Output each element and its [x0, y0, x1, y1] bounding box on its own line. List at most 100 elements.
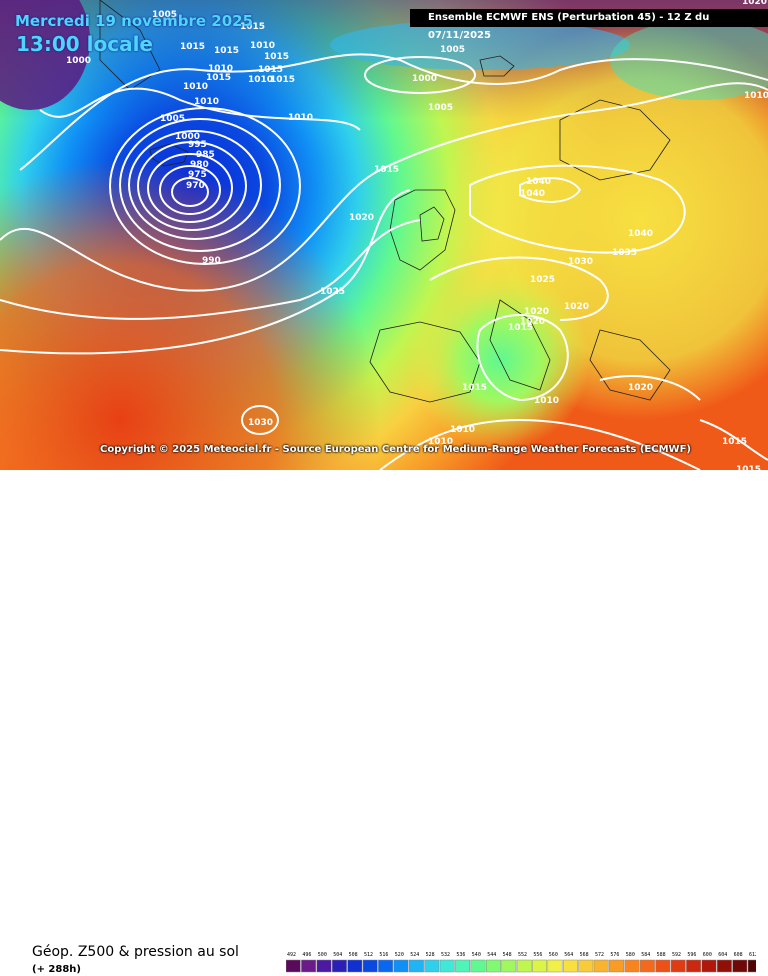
isobar-label: 1030	[568, 257, 593, 267]
isobar-label: 1015	[374, 165, 399, 175]
legend-value-label: 612	[749, 952, 756, 958]
isobar-label: 1015	[462, 383, 487, 393]
legend-color-swatch	[686, 959, 702, 973]
isobar-label: 1015	[736, 465, 761, 470]
isobar-label: 995	[188, 140, 207, 150]
legend-color-swatch	[378, 959, 394, 973]
run-info-banner: Ensemble ECMWF ENS (Perturbation 45) - 1…	[410, 9, 768, 41]
isobar-label: 1000	[66, 56, 91, 66]
legend-color-swatch	[393, 959, 409, 973]
legend-value-label: 500	[318, 952, 327, 958]
legend-color-swatch	[547, 959, 563, 973]
legend-value-label: 572	[595, 952, 604, 958]
isobar-label: 1040	[520, 189, 545, 199]
isobar-label: 1010	[288, 113, 313, 123]
legend-value-label: 508	[349, 952, 358, 958]
legend-color-swatch	[362, 959, 378, 973]
isobar-label: 1020	[564, 302, 589, 312]
legend-value-label: 492	[287, 952, 296, 958]
legend-value-label: 560	[549, 952, 558, 958]
legend-value-label: 524	[410, 952, 419, 958]
legend-value-label: 600	[703, 952, 712, 958]
isobar-label: 1010	[250, 41, 275, 51]
isobar-label: 1010	[450, 425, 475, 435]
isobar-label: 1040	[628, 229, 653, 239]
legend-value-label: 588	[657, 952, 666, 958]
legend-value-label: 496	[302, 952, 311, 958]
legend-value-label: 516	[379, 952, 388, 958]
isobar-label: 1015	[180, 42, 205, 52]
isobar-label: 975	[188, 170, 207, 180]
isobar-label: 1015	[264, 52, 289, 62]
legend-color-swatch	[347, 959, 363, 973]
isobar-label: 990	[202, 256, 221, 266]
isobar-label: 1005	[428, 103, 453, 113]
legend-color-swatch	[747, 959, 756, 973]
legend-color-swatch	[501, 959, 517, 973]
legend-value-label: 540	[472, 952, 481, 958]
legend-color-swatch	[624, 959, 640, 973]
legend-value-label: 504	[333, 952, 342, 958]
isobar-label: 985	[196, 150, 215, 160]
isobar-label: 1020	[742, 0, 767, 7]
isobar-label: 1000	[175, 132, 200, 142]
isobar-label: 1005	[152, 10, 177, 20]
map-footer: Géop. Z500 & pression au sol (+ 288h) 49…	[0, 470, 768, 975]
legend-color-swatch	[701, 959, 717, 973]
isobar-label: 1015	[258, 65, 283, 75]
isobar-label: 1005	[160, 114, 185, 124]
isobar-label: 1015	[722, 437, 747, 447]
legend-value-label: 580	[626, 952, 635, 958]
legend-value-label: 536	[456, 952, 465, 958]
coastlines	[99, 0, 671, 403]
legend-color-swatch	[593, 959, 609, 973]
legend-color-swatch	[562, 959, 578, 973]
legend-value-label: 596	[687, 952, 696, 958]
isobar-label: 1005	[440, 45, 465, 55]
isobar-label: 970	[186, 181, 205, 191]
field-title: Géop. Z500 & pression au sol	[32, 944, 239, 960]
legend-value-label: 548	[503, 952, 512, 958]
forecast-date: Mercredi 19 novembre 2025	[15, 12, 254, 30]
legend-color-swatch	[470, 959, 486, 973]
isobar-label: 1020	[628, 383, 653, 393]
isobar-label: 1015	[214, 46, 239, 56]
legend-value-label: 528	[426, 952, 435, 958]
isobar-label: 1035	[612, 248, 637, 258]
legend-value-label: 584	[641, 952, 650, 958]
isobar-lines	[0, 9, 768, 470]
isobar-label: 1020	[524, 307, 549, 317]
legend-color-swatch	[532, 959, 548, 973]
isobar-label: 1000	[412, 74, 437, 84]
isobar-label: 1010	[534, 396, 559, 406]
isobar-label: 1020	[520, 317, 545, 327]
isobar-label: 1010	[744, 91, 768, 101]
map-canvas: 1005 1015 1000 1015 1015 1010 1015 1010 …	[0, 0, 768, 470]
isobar-label: 1015	[240, 22, 265, 32]
legend-color-swatch	[609, 959, 625, 973]
legend-value-label: 552	[518, 952, 527, 958]
legend-value-label: 564	[564, 952, 573, 958]
legend-color-swatch	[485, 959, 501, 973]
isobar-label: 1015	[206, 73, 231, 83]
pressure-map: 1005 1015 1000 1015 1015 1010 1015 1010 …	[0, 0, 768, 470]
legend-color-swatch	[424, 959, 440, 973]
isobar-labels: 1005 1015 1000 1015 1015 1010 1015 1010 …	[66, 0, 768, 470]
lead-time: (+ 288h)	[32, 964, 81, 975]
isobar-label: 1010	[194, 97, 219, 107]
legend-value-label: 556	[533, 952, 542, 958]
isobar-label: 1010	[428, 437, 453, 447]
legend-color-swatch	[316, 959, 332, 973]
isobar-label: 1025	[320, 287, 345, 297]
legend-color-swatch	[670, 959, 686, 973]
legend-color-swatch	[286, 959, 301, 973]
legend-color-swatch	[455, 959, 471, 973]
legend-value-label: 576	[610, 952, 619, 958]
isobar-label: 1015	[270, 75, 295, 85]
legend-value-label: 520	[395, 952, 404, 958]
legend-color-swatch	[639, 959, 655, 973]
legend-color-swatch	[655, 959, 671, 973]
isobar-label: 1025	[530, 275, 555, 285]
isobar-label: 1015	[508, 323, 533, 333]
